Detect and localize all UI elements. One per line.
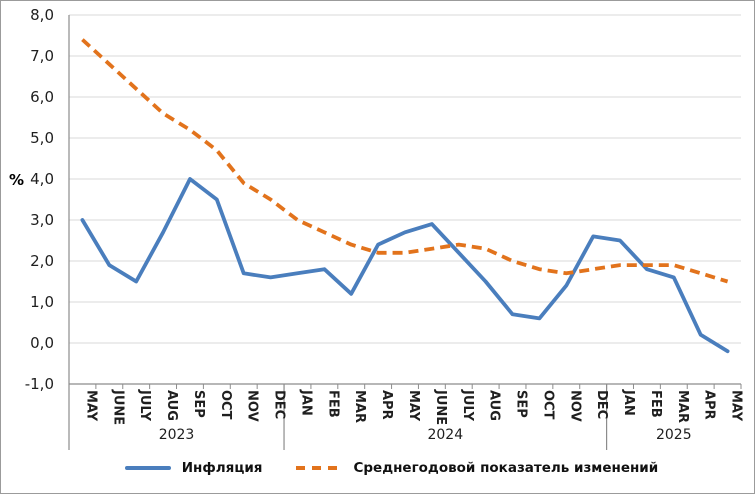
- ytick-label: 8,0: [30, 6, 54, 24]
- ytick-label: 6,0: [30, 88, 54, 106]
- inflation-line: [80, 177, 730, 354]
- ytick-label: 3,0: [30, 211, 54, 229]
- month-tick-label: JAN: [298, 389, 313, 416]
- chart-legend: Инфляция Среднегодовой показатель измене…: [15, 453, 754, 483]
- ytick-label: 1,0: [30, 293, 54, 311]
- ytick-label: 2,0: [30, 252, 54, 270]
- month-tick-label: AUG: [164, 390, 179, 421]
- month-tick-label: JAN: [621, 389, 636, 416]
- month-tick-label: JULY: [137, 389, 152, 422]
- month-tick-label: MAY: [729, 390, 744, 422]
- y-axis-unit-label: %: [9, 171, 24, 189]
- legend-item-inflation: Инфляция: [124, 460, 263, 476]
- ytick-label: 7,0: [30, 47, 54, 65]
- legend-label-inflation: Инфляция: [181, 460, 263, 476]
- year-label: 2023: [159, 427, 195, 443]
- month-tick-label: APR: [702, 390, 717, 420]
- month-tick-label: SEP: [514, 390, 529, 418]
- avg-change-line: [81, 38, 729, 284]
- year-label: 2025: [656, 427, 692, 443]
- legend-item-avg-change: Среднегодовой показатель изменений: [296, 460, 658, 476]
- avg-change-line-sample-icon: [296, 466, 343, 470]
- month-tick-label: MAY: [83, 390, 98, 422]
- month-tick-label: APR: [379, 390, 394, 420]
- ytick-label: 5,0: [30, 129, 54, 147]
- month-tick-label: OCT: [540, 390, 555, 420]
- month-tick-label: AUG: [487, 390, 502, 421]
- month-tick-label: JUNE: [433, 389, 448, 425]
- month-tick-label: DEC: [272, 390, 287, 419]
- inflation-line-sample-icon: [124, 466, 171, 470]
- month-tick-label: NOV: [567, 390, 582, 422]
- month-tick-label: FEB: [325, 390, 340, 418]
- month-tick-label: SEP: [191, 390, 206, 418]
- month-tick-label: JULY: [460, 389, 475, 422]
- month-tick-label: NOV: [245, 390, 260, 422]
- month-tick-label: OCT: [218, 390, 233, 420]
- month-tick-label: MAR: [675, 390, 690, 423]
- month-tick-label: MAR: [352, 390, 367, 423]
- month-tick-label: JUNE: [110, 389, 125, 425]
- ytick-label: 4,0: [30, 170, 54, 188]
- year-label: 2024: [427, 427, 463, 443]
- month-tick-label: FEB: [648, 390, 663, 418]
- legend-label-avg-change: Среднегодовой показатель изменений: [353, 460, 659, 476]
- ytick-label: -1,0: [25, 375, 54, 393]
- month-tick-label: MAY: [406, 390, 421, 422]
- month-tick-label: DEC: [594, 390, 609, 419]
- ytick-label: 0,0: [30, 334, 54, 352]
